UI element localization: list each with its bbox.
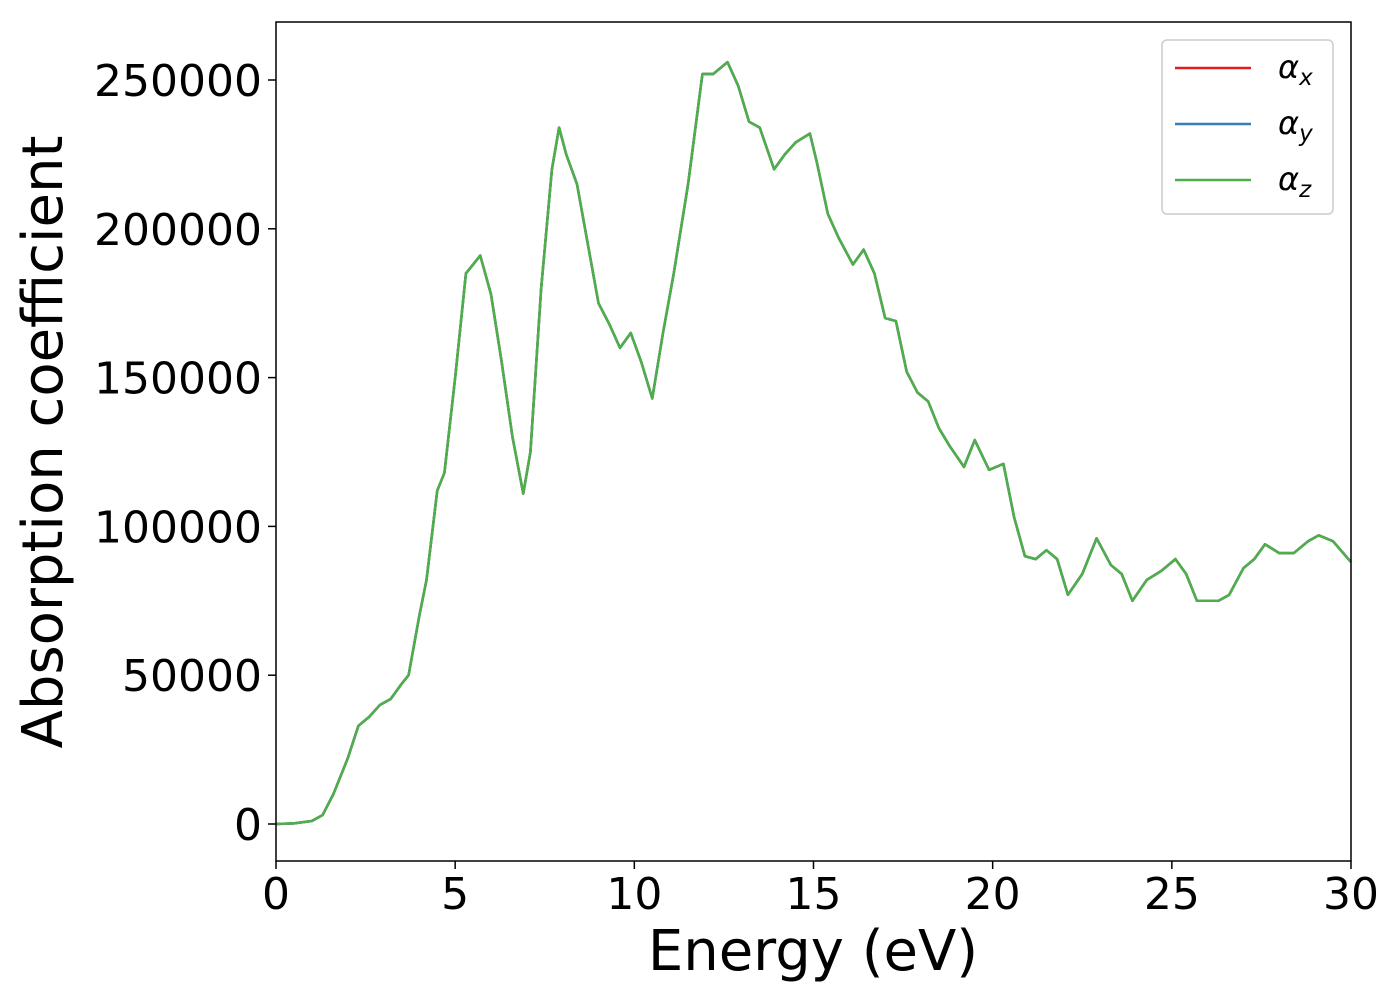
y-tick-label: 250000 (94, 56, 262, 107)
plot-frame (275, 21, 1352, 862)
x-tick-label: 25 (1144, 869, 1200, 920)
x-tick-label: 20 (965, 869, 1021, 920)
y-tick-label: 100000 (94, 502, 262, 553)
x-tick-label: 30 (1323, 869, 1379, 920)
y-tick-label: 50000 (122, 651, 262, 702)
x-tick-label: 15 (786, 869, 842, 920)
x-axis-label: Energy (eV) (648, 919, 978, 984)
legend-label: αy (1278, 104, 1313, 147)
y-axis-label: Absorption coefficient (11, 136, 76, 749)
x-tick-label: 5 (441, 869, 469, 920)
legend-label: αx (1278, 48, 1313, 91)
legend-box (1161, 39, 1334, 215)
legend-label: αz (1278, 160, 1312, 203)
y-tick-label: 200000 (94, 205, 262, 256)
data-line (275, 60, 1352, 826)
x-tick-label: 0 (262, 869, 290, 920)
y-tick-label: 150000 (94, 354, 262, 405)
y-tick-label: 0 (234, 800, 262, 851)
x-tick-label: 10 (606, 869, 662, 920)
legend: αx αy αz (1161, 39, 1334, 215)
